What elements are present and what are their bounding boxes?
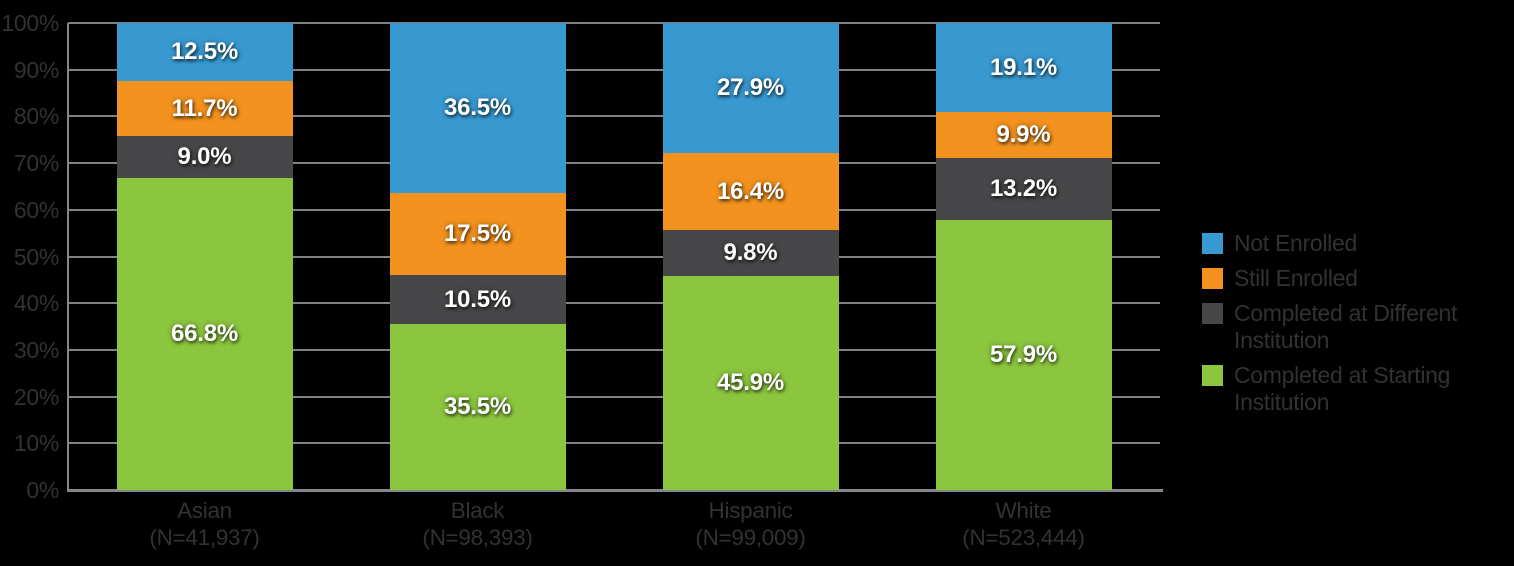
- bar-value-label: 17.5%: [443, 220, 512, 248]
- y-tick-label: 20%: [13, 383, 59, 410]
- legend-swatch-icon: [1202, 365, 1223, 386]
- bar-segment: 45.9%: [662, 275, 839, 490]
- bar-slot-white: 57.9% 13.2% 9.9% 19.1%: [887, 23, 1160, 490]
- gridline-30: [68, 348, 1160, 351]
- bar-segment: 36.5%: [389, 23, 566, 194]
- category-name: Asian: [177, 498, 232, 523]
- y-tick-label: 80%: [13, 103, 59, 130]
- bar-segment: 66.8%: [116, 178, 293, 490]
- bar-segment: 10.5%: [389, 275, 566, 325]
- bar-value-label: 19.1%: [989, 53, 1058, 81]
- legend-item: Completed at Starting Institution: [1202, 362, 1492, 416]
- bar-value-label: 27.9%: [716, 74, 785, 102]
- gridline-80: [68, 115, 1160, 118]
- gridline-60: [68, 208, 1160, 211]
- bar-slot-asian: 66.8% 9.0% 11.7% 12.5%: [68, 23, 341, 490]
- bar-value-label: 9.0%: [177, 143, 232, 171]
- bar-value-label: 66.8%: [170, 320, 239, 348]
- y-tick-label: 50%: [13, 243, 59, 270]
- y-tick-label: 70%: [13, 150, 59, 177]
- category-name: White: [995, 498, 1052, 523]
- gridline-20: [68, 395, 1160, 398]
- category-label: Black (N=98,393): [341, 497, 614, 551]
- legend-item: Still Enrolled: [1202, 265, 1492, 292]
- bar-value-label: 16.4%: [716, 177, 785, 205]
- bar-segment: 17.5%: [389, 193, 566, 276]
- y-tick-label: 100%: [1, 10, 59, 36]
- category-label: Hispanic (N=99,009): [614, 497, 887, 551]
- category-n-count: (N=98,393): [422, 525, 533, 550]
- category-n-count: (N=41,937): [149, 525, 260, 550]
- bar-value-label: 36.5%: [443, 94, 512, 122]
- legend-item: Not Enrolled: [1202, 230, 1492, 257]
- bar-value-label: 11.7%: [171, 94, 238, 122]
- bar-value-label: 9.9%: [996, 121, 1051, 149]
- legend-swatch-icon: [1202, 268, 1223, 289]
- legend-label: Still Enrolled: [1234, 265, 1358, 291]
- y-tick-label: 10%: [13, 430, 59, 457]
- legend-label: Completed at Different Institution: [1234, 300, 1458, 353]
- bar-value-label: 45.9%: [716, 368, 785, 396]
- stacked-bar-asian: 66.8% 9.0% 11.7% 12.5%: [116, 23, 293, 490]
- category-name: Black: [450, 498, 505, 523]
- category-name: Hispanic: [708, 498, 793, 523]
- gridline-10: [68, 442, 1160, 445]
- stacked-bar-hispanic: 45.9% 9.8% 16.4% 27.9%: [662, 23, 839, 490]
- bar-value-label: 10.5%: [443, 285, 512, 313]
- gridline-70: [68, 162, 1160, 165]
- bar-value-label: 13.2%: [989, 175, 1058, 203]
- bar-segment: 35.5%: [389, 324, 566, 490]
- bar-segment: 27.9%: [662, 23, 839, 154]
- bar-segment: 11.7%: [116, 81, 293, 137]
- bar-segment: 9.9%: [935, 112, 1112, 159]
- gridline-50: [68, 255, 1160, 258]
- legend-swatch-icon: [1202, 303, 1223, 324]
- bar-value-label: 57.9%: [989, 340, 1058, 368]
- bar-segment: 13.2%: [935, 158, 1112, 220]
- plot-area: 66.8% 9.0% 11.7% 12.5% 35.5% 10.5% 17.5% 36.5% 4…: [68, 22, 1160, 490]
- y-tick-label: 90%: [13, 56, 59, 83]
- category-n-count: (N=99,009): [695, 525, 806, 550]
- bar-value-label: 9.8%: [723, 238, 778, 266]
- category-label: White (N=523,444): [887, 497, 1160, 551]
- gridline-100: [68, 22, 1160, 24]
- bar-segment: 19.1%: [935, 23, 1112, 113]
- x-axis-category-labels: Asian (N=41,937) Black (N=98,393) Hispanic (N…: [68, 497, 1160, 551]
- stacked-bar-white: 57.9% 13.2% 9.9% 19.1%: [935, 23, 1112, 490]
- bar-segment: 9.0%: [116, 136, 293, 179]
- bar-segment: 16.4%: [662, 153, 839, 230]
- y-tick-label: 60%: [13, 196, 59, 223]
- bar-value-label: 35.5%: [443, 393, 512, 421]
- bar-value-label: 12.5%: [170, 38, 239, 66]
- gridline-90: [68, 68, 1160, 71]
- legend-swatch-icon: [1202, 233, 1223, 254]
- y-axis-line: [67, 23, 69, 492]
- bar-segment: 57.9%: [935, 219, 1112, 490]
- y-tick-label: 30%: [13, 336, 59, 363]
- legend-item: Completed at Different Institution: [1202, 300, 1492, 354]
- bar-slot-hispanic: 45.9% 9.8% 16.4% 27.9%: [614, 23, 887, 490]
- legend: Not Enrolled Still Enrolled Completed at D…: [1202, 230, 1492, 424]
- bar-slot-black: 35.5% 10.5% 17.5% 36.5%: [341, 23, 614, 490]
- y-tick-label: 40%: [13, 290, 59, 317]
- bar-segment: 12.5%: [116, 23, 293, 82]
- legend-label: Completed at Starting Institution: [1234, 362, 1451, 415]
- stacked-bar-black: 35.5% 10.5% 17.5% 36.5%: [389, 23, 566, 490]
- category-label: Asian (N=41,937): [68, 497, 341, 551]
- gridline-40: [68, 302, 1160, 305]
- bar-segment: 9.8%: [662, 229, 839, 276]
- y-tick-label: 0%: [26, 477, 59, 503]
- legend-label: Not Enrolled: [1234, 230, 1357, 256]
- x-axis-line: [67, 489, 1163, 492]
- category-n-count: (N=523,444): [962, 525, 1085, 550]
